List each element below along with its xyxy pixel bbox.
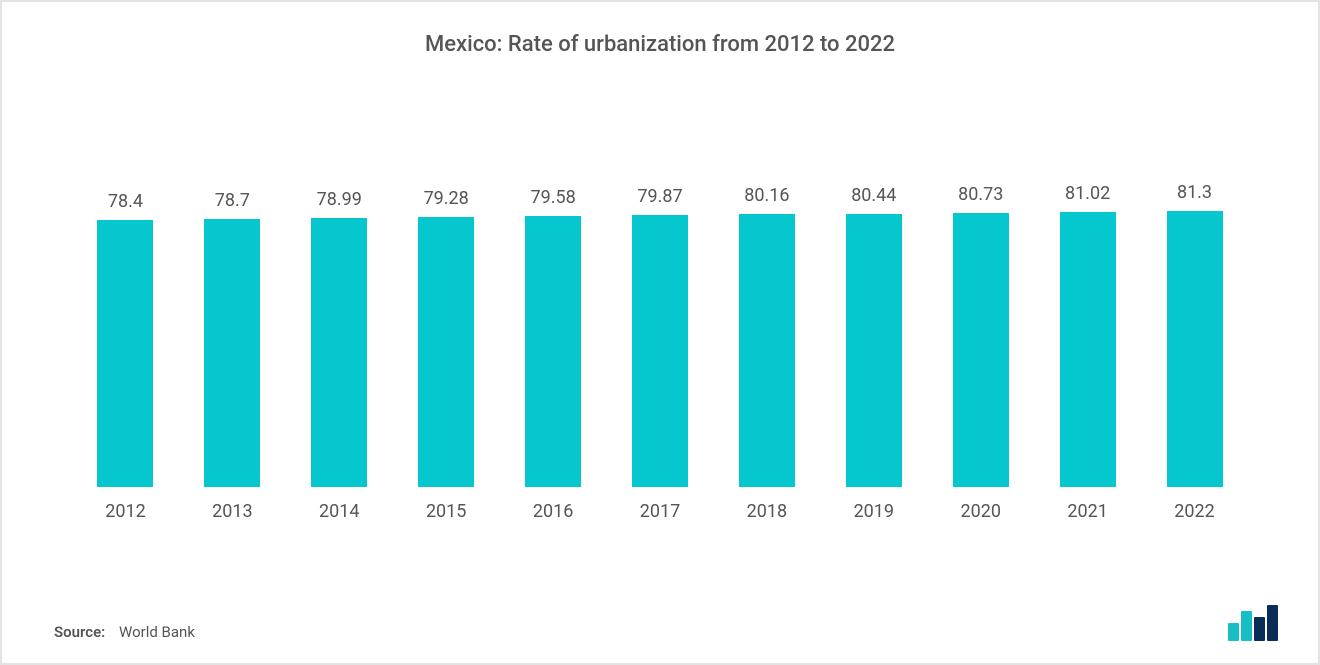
bar-value-label: 79.87 [637, 186, 682, 207]
bar-group: 78.99 [286, 147, 393, 487]
logo-bar-icon [1241, 611, 1252, 641]
bars-row: 78.4 78.7 78.99 79.28 79.58 79.87 80.16 80.44 80… [52, 147, 1268, 487]
bar [846, 214, 902, 487]
bar [1060, 212, 1116, 487]
bar-group: 78.4 [72, 147, 179, 487]
bar-value-label: 79.28 [424, 188, 469, 209]
chart-frame: Mexico: Rate of urbanization from 2012 t… [0, 0, 1320, 665]
bar [632, 215, 688, 487]
bar-group: 79.28 [393, 147, 500, 487]
x-axis-label: 2018 [713, 501, 820, 522]
bar [525, 216, 581, 487]
x-axis-label: 2014 [286, 501, 393, 522]
x-axis-label: 2021 [1034, 501, 1141, 522]
chart-plot-area: 78.4 78.7 78.99 79.28 79.58 79.87 80.16 80.44 80… [52, 147, 1268, 487]
x-axis-label: 2022 [1141, 501, 1248, 522]
logo-bar-icon [1267, 605, 1278, 641]
source-name: World Bank [119, 623, 195, 641]
bar [97, 220, 153, 487]
logo-bar-icon [1228, 623, 1239, 641]
bar-value-label: 81.3 [1177, 182, 1212, 203]
x-axis-label: 2015 [393, 501, 500, 522]
bar [418, 217, 474, 487]
bar-group: 81.02 [1034, 147, 1141, 487]
bar [739, 214, 795, 487]
x-axis-label: 2016 [500, 501, 607, 522]
chart-footer: Source: World Bank [54, 605, 1278, 641]
bar-value-label: 80.73 [958, 184, 1003, 205]
source-label: Source: [54, 623, 105, 641]
source-line: Source: World Bank [54, 623, 195, 641]
bar [953, 213, 1009, 487]
bar [311, 218, 367, 487]
bar [1167, 211, 1223, 487]
bar-group: 80.73 [927, 147, 1034, 487]
x-axis-label: 2019 [820, 501, 927, 522]
bar-value-label: 80.44 [851, 185, 896, 206]
x-axis-label: 2017 [607, 501, 714, 522]
x-axis-label: 2013 [179, 501, 286, 522]
brand-logo [1228, 605, 1278, 641]
bar-group: 80.16 [713, 147, 820, 487]
bar-group: 81.3 [1141, 147, 1248, 487]
logo-bar-icon [1254, 617, 1265, 641]
x-axis: 2012201320142015201620172018201920202021… [52, 487, 1268, 522]
bar [204, 219, 260, 487]
bar-group: 79.58 [500, 147, 607, 487]
bar-value-label: 78.4 [108, 191, 143, 212]
bar-value-label: 78.99 [317, 189, 362, 210]
x-axis-label: 2020 [927, 501, 1034, 522]
chart-title: Mexico: Rate of urbanization from 2012 t… [42, 32, 1278, 57]
x-axis-label: 2012 [72, 501, 179, 522]
bar-group: 78.7 [179, 147, 286, 487]
bar-value-label: 81.02 [1065, 183, 1110, 204]
bar-group: 79.87 [607, 147, 714, 487]
bar-value-label: 78.7 [215, 190, 250, 211]
bar-value-label: 80.16 [744, 185, 789, 206]
bar-value-label: 79.58 [530, 187, 575, 208]
bar-group: 80.44 [820, 147, 927, 487]
